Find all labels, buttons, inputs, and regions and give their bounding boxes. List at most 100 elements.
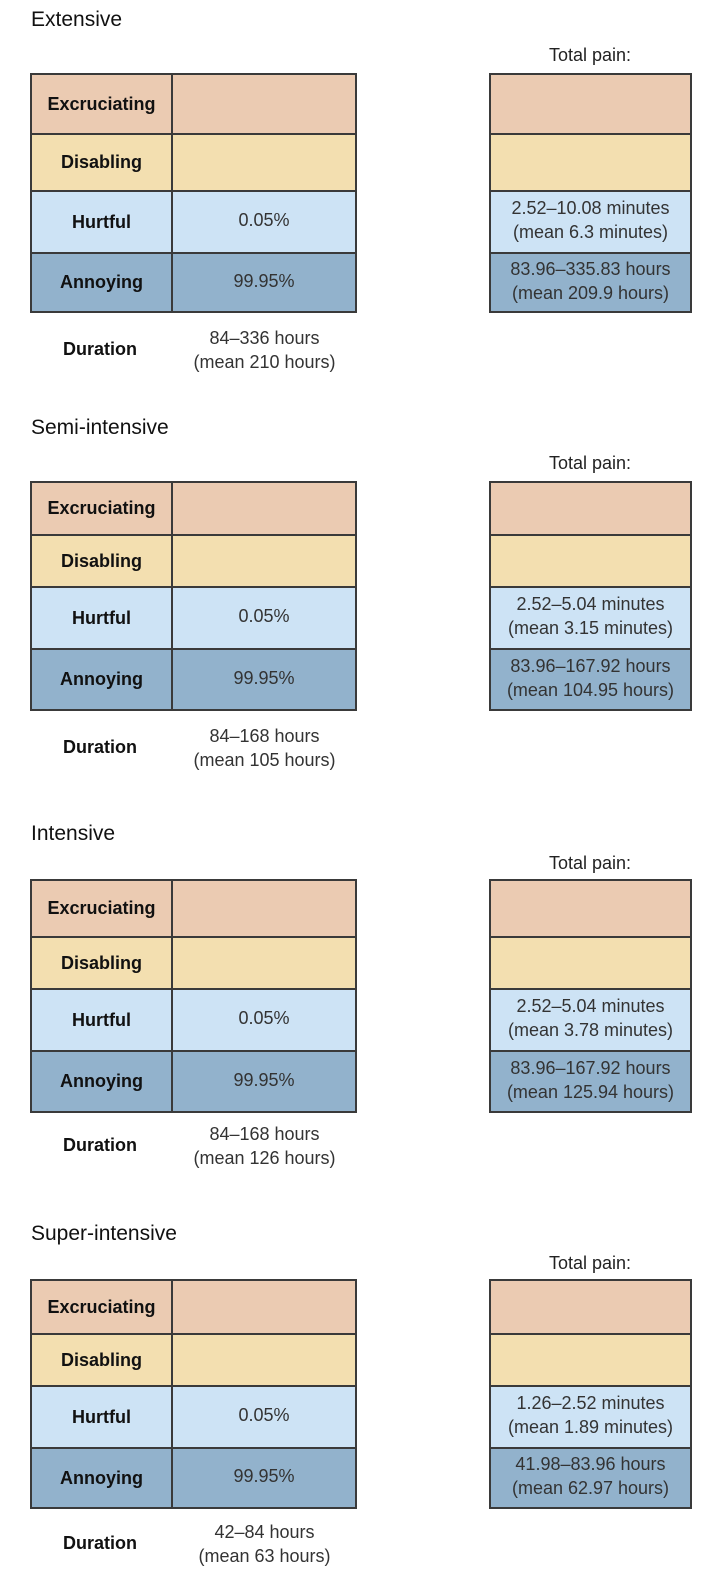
- total-range: 1.26–2.52 minutes: [516, 1393, 665, 1413]
- row-label: Annoying: [32, 1052, 173, 1111]
- share-value: 0.05%: [238, 210, 290, 230]
- total-mean: (mean 209.9 hours): [511, 282, 670, 303]
- share-value: [173, 938, 355, 988]
- total-row-annoying: 41.98–83.96 hours (mean 62.97 hours): [491, 1447, 690, 1507]
- row-annoying: Annoying 99.95%: [32, 648, 355, 709]
- total-row-excruciating: [491, 1281, 690, 1333]
- total-row-hurtful: 2.52–10.08 minutes (mean 6.3 minutes): [491, 190, 690, 252]
- pain-share-table: Excruciating Disabling Hurtful 0.05% Ann…: [30, 481, 357, 711]
- row-hurtful: Hurtful 0.05%: [32, 190, 355, 252]
- total-range: 83.96–335.83 hours: [510, 258, 671, 279]
- row-annoying: Annoying 99.95%: [32, 252, 355, 311]
- total-range: 2.52–10.08 minutes: [511, 198, 670, 218]
- row-disabling: Disabling: [32, 1333, 355, 1385]
- row-excruciating: Excruciating: [32, 75, 355, 133]
- total-row-disabling: [491, 936, 690, 988]
- total-pain-table: 2.52–5.04 minutes (mean 3.15 minutes) 83.…: [489, 481, 692, 711]
- duration-value: 84–168 hours (mean 126 hours): [172, 1122, 357, 1170]
- pain-share-table: Excruciating Disabling Hurtful 0.05% Ann…: [30, 73, 357, 313]
- duration-mean: (mean 210 hours): [193, 352, 336, 372]
- section-intensive: Intensive Total pain: Excruciating Disab…: [0, 822, 708, 1192]
- total-pain-label: Total pain:: [548, 453, 632, 473]
- duration-value: 84–168 hours (mean 105 hours): [172, 724, 357, 772]
- share-value: 0.05%: [238, 1405, 290, 1425]
- total-pain-table: 2.52–10.08 minutes (mean 6.3 minutes) 83.…: [489, 73, 692, 313]
- total-mean: (mean 62.97 hours): [511, 1478, 670, 1498]
- total-mean: (mean 6.3 minutes): [512, 222, 669, 242]
- row-label: Disabling: [32, 1335, 173, 1385]
- duration-range: 42–84 hours: [214, 1522, 315, 1542]
- total-row-disabling: [491, 133, 690, 190]
- row-hurtful: Hurtful 0.05%: [32, 586, 355, 648]
- total-mean: (mean 125.94 hours): [506, 1081, 675, 1102]
- share-value: 99.95%: [233, 1069, 295, 1090]
- share-value: 99.95%: [233, 270, 295, 291]
- share-value: 99.95%: [233, 1466, 295, 1486]
- total-row-hurtful: 2.52–5.04 minutes (mean 3.78 minutes): [491, 988, 690, 1050]
- row-annoying: Annoying 99.95%: [32, 1447, 355, 1507]
- duration-label: Duration: [63, 339, 137, 359]
- row-excruciating: Excruciating: [32, 881, 355, 936]
- row-excruciating: Excruciating: [32, 1281, 355, 1333]
- total-row-excruciating: [491, 483, 690, 534]
- total-pain-label: Total pain:: [548, 853, 632, 873]
- row-label: Hurtful: [32, 990, 173, 1050]
- total-mean: (mean 3.78 minutes): [507, 1020, 674, 1040]
- share-value: [173, 1281, 355, 1333]
- total-pain-table: 1.26–2.52 minutes (mean 1.89 minutes) 41.…: [489, 1279, 692, 1509]
- share-value: [173, 75, 355, 133]
- total-pain-label: Total pain:: [548, 45, 632, 65]
- duration-range: 84–336 hours: [209, 328, 320, 348]
- duration-label: Duration: [63, 1135, 137, 1155]
- row-label: Hurtful: [32, 588, 173, 648]
- row-label: Disabling: [32, 536, 173, 586]
- duration-mean: (mean 63 hours): [198, 1546, 331, 1566]
- duration-label: Duration: [63, 1533, 137, 1553]
- duration-label: Duration: [63, 737, 137, 757]
- section-title: Semi-intensive: [31, 416, 169, 439]
- total-row-annoying: 83.96–167.92 hours (mean 125.94 hours): [491, 1050, 690, 1111]
- row-excruciating: Excruciating: [32, 483, 355, 534]
- total-mean: (mean 1.89 minutes): [507, 1417, 674, 1437]
- share-value: [173, 536, 355, 586]
- share-value: 99.95%: [233, 667, 295, 688]
- total-row-disabling: [491, 534, 690, 586]
- total-row-hurtful: 2.52–5.04 minutes (mean 3.15 minutes): [491, 586, 690, 648]
- row-hurtful: Hurtful 0.05%: [32, 1385, 355, 1447]
- section-super-intensive: Super-intensive Total pain: Excruciating…: [0, 1222, 708, 1592]
- row-label: Excruciating: [32, 1281, 173, 1333]
- total-range: 41.98–83.96 hours: [515, 1454, 666, 1474]
- share-value: [173, 483, 355, 534]
- total-row-annoying: 83.96–167.92 hours (mean 104.95 hours): [491, 648, 690, 709]
- row-label: Annoying: [32, 650, 173, 709]
- total-range: 2.52–5.04 minutes: [516, 594, 665, 614]
- row-disabling: Disabling: [32, 534, 355, 586]
- section-title: Extensive: [31, 8, 123, 31]
- total-range: 83.96–167.92 hours: [510, 1057, 671, 1078]
- duration-mean: (mean 126 hours): [193, 1148, 336, 1168]
- total-mean: (mean 3.15 minutes): [507, 618, 674, 638]
- section-title: Intensive: [31, 822, 116, 845]
- pain-share-table: Excruciating Disabling Hurtful 0.05% Ann…: [30, 879, 357, 1113]
- row-label: Hurtful: [32, 192, 173, 252]
- total-mean: (mean 104.95 hours): [506, 679, 675, 700]
- duration-value: 42–84 hours (mean 63 hours): [172, 1520, 357, 1568]
- row-label: Disabling: [32, 135, 173, 190]
- row-label: Excruciating: [32, 881, 173, 936]
- duration-range: 84–168 hours: [209, 726, 320, 746]
- total-range: 2.52–5.04 minutes: [516, 996, 665, 1016]
- share-value: 0.05%: [238, 606, 290, 626]
- total-row-annoying: 83.96–335.83 hours (mean 209.9 hours): [491, 252, 690, 311]
- row-hurtful: Hurtful 0.05%: [32, 988, 355, 1050]
- share-value: 0.05%: [238, 1008, 290, 1028]
- total-row-excruciating: [491, 75, 690, 133]
- duration-value: 84–336 hours (mean 210 hours): [172, 326, 357, 374]
- total-pain-label: Total pain:: [548, 1253, 632, 1273]
- total-range: 83.96–167.92 hours: [510, 655, 671, 676]
- row-label: Annoying: [32, 1449, 173, 1507]
- total-pain-table: 2.52–5.04 minutes (mean 3.78 minutes) 83.…: [489, 879, 692, 1113]
- share-value: [173, 135, 355, 190]
- duration-range: 84–168 hours: [209, 1124, 320, 1144]
- row-disabling: Disabling: [32, 133, 355, 190]
- share-value: [173, 1335, 355, 1385]
